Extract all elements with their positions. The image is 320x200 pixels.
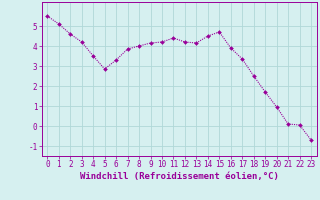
X-axis label: Windchill (Refroidissement éolien,°C): Windchill (Refroidissement éolien,°C) <box>80 172 279 181</box>
